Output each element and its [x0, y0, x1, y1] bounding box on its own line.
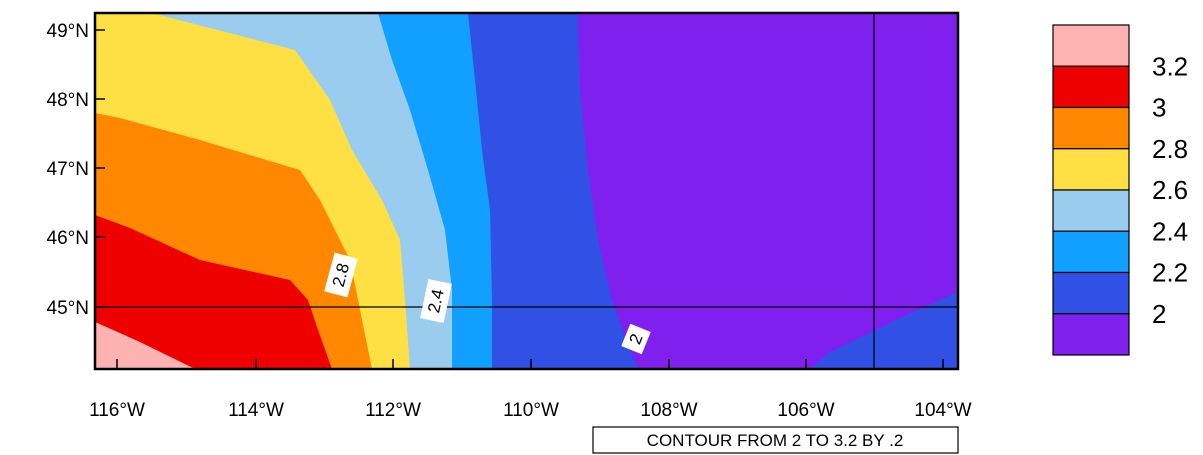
lon-tick-label: 108°W [640, 400, 697, 421]
filled-contours [95, 13, 958, 369]
legend-label: 2.2 [1152, 258, 1188, 288]
legend-swatch [1052, 271, 1130, 315]
latitude-axis: 49°N 48°N 47°N 46°N 45°N [47, 21, 105, 319]
legend-label: 3.2 [1152, 51, 1188, 81]
color-legend: 3.2 3 2.8 2.6 2.4 2.2 2 [1052, 24, 1188, 356]
legend-swatch [1052, 24, 1130, 67]
contour-info-text: CONTOUR FROM 2 TO 3.2 BY .2 [647, 431, 904, 450]
legend-label: 3 [1152, 93, 1166, 123]
legend-swatch [1052, 148, 1130, 191]
plot-frame [93, 11, 960, 371]
lat-tick-label: 48°N [47, 90, 89, 111]
lon-tick-label: 112°W [365, 400, 421, 421]
lon-tick-label: 114°W [228, 400, 284, 421]
legend-label: 2.6 [1152, 175, 1188, 205]
lat-tick-label: 49°N [47, 21, 89, 42]
legend-label: 2.4 [1152, 216, 1188, 246]
band-3-to-3.2 [95, 215, 332, 369]
band-above-3.2 [95, 322, 195, 369]
contour-label-2: 2 [621, 323, 651, 355]
lat-tick-label: 45°N [47, 298, 89, 319]
longitude-axis: 116°W 114°W 112°W 110°W 108°W 106°W 104°W [89, 359, 972, 421]
lat-tick-label: 46°N [47, 228, 89, 249]
legend-label: 2.8 [1152, 134, 1188, 164]
lon-tick-label: 106°W [777, 400, 834, 421]
lat-tick-label: 47°N [47, 159, 89, 180]
lon-tick-label: 116°W [89, 400, 145, 421]
legend-swatch [1052, 230, 1130, 274]
legend-swatch [1052, 313, 1130, 356]
map-footer: CONTOUR FROM 2 TO 3.2 BY .2 [592, 426, 959, 454]
lon-tick-label: 104°W [914, 400, 971, 421]
legend-swatch [1052, 106, 1130, 150]
contour-label-2.4: 2.4 [420, 278, 452, 324]
contour-label-text: 2.4 [424, 287, 447, 314]
lon-tick-label: 110°W [503, 400, 559, 421]
legend-swatch [1052, 65, 1130, 109]
legend-label: 2 [1152, 299, 1166, 329]
legend-swatch [1052, 189, 1130, 232]
contour-label-2.8: 2.8 [324, 252, 358, 298]
